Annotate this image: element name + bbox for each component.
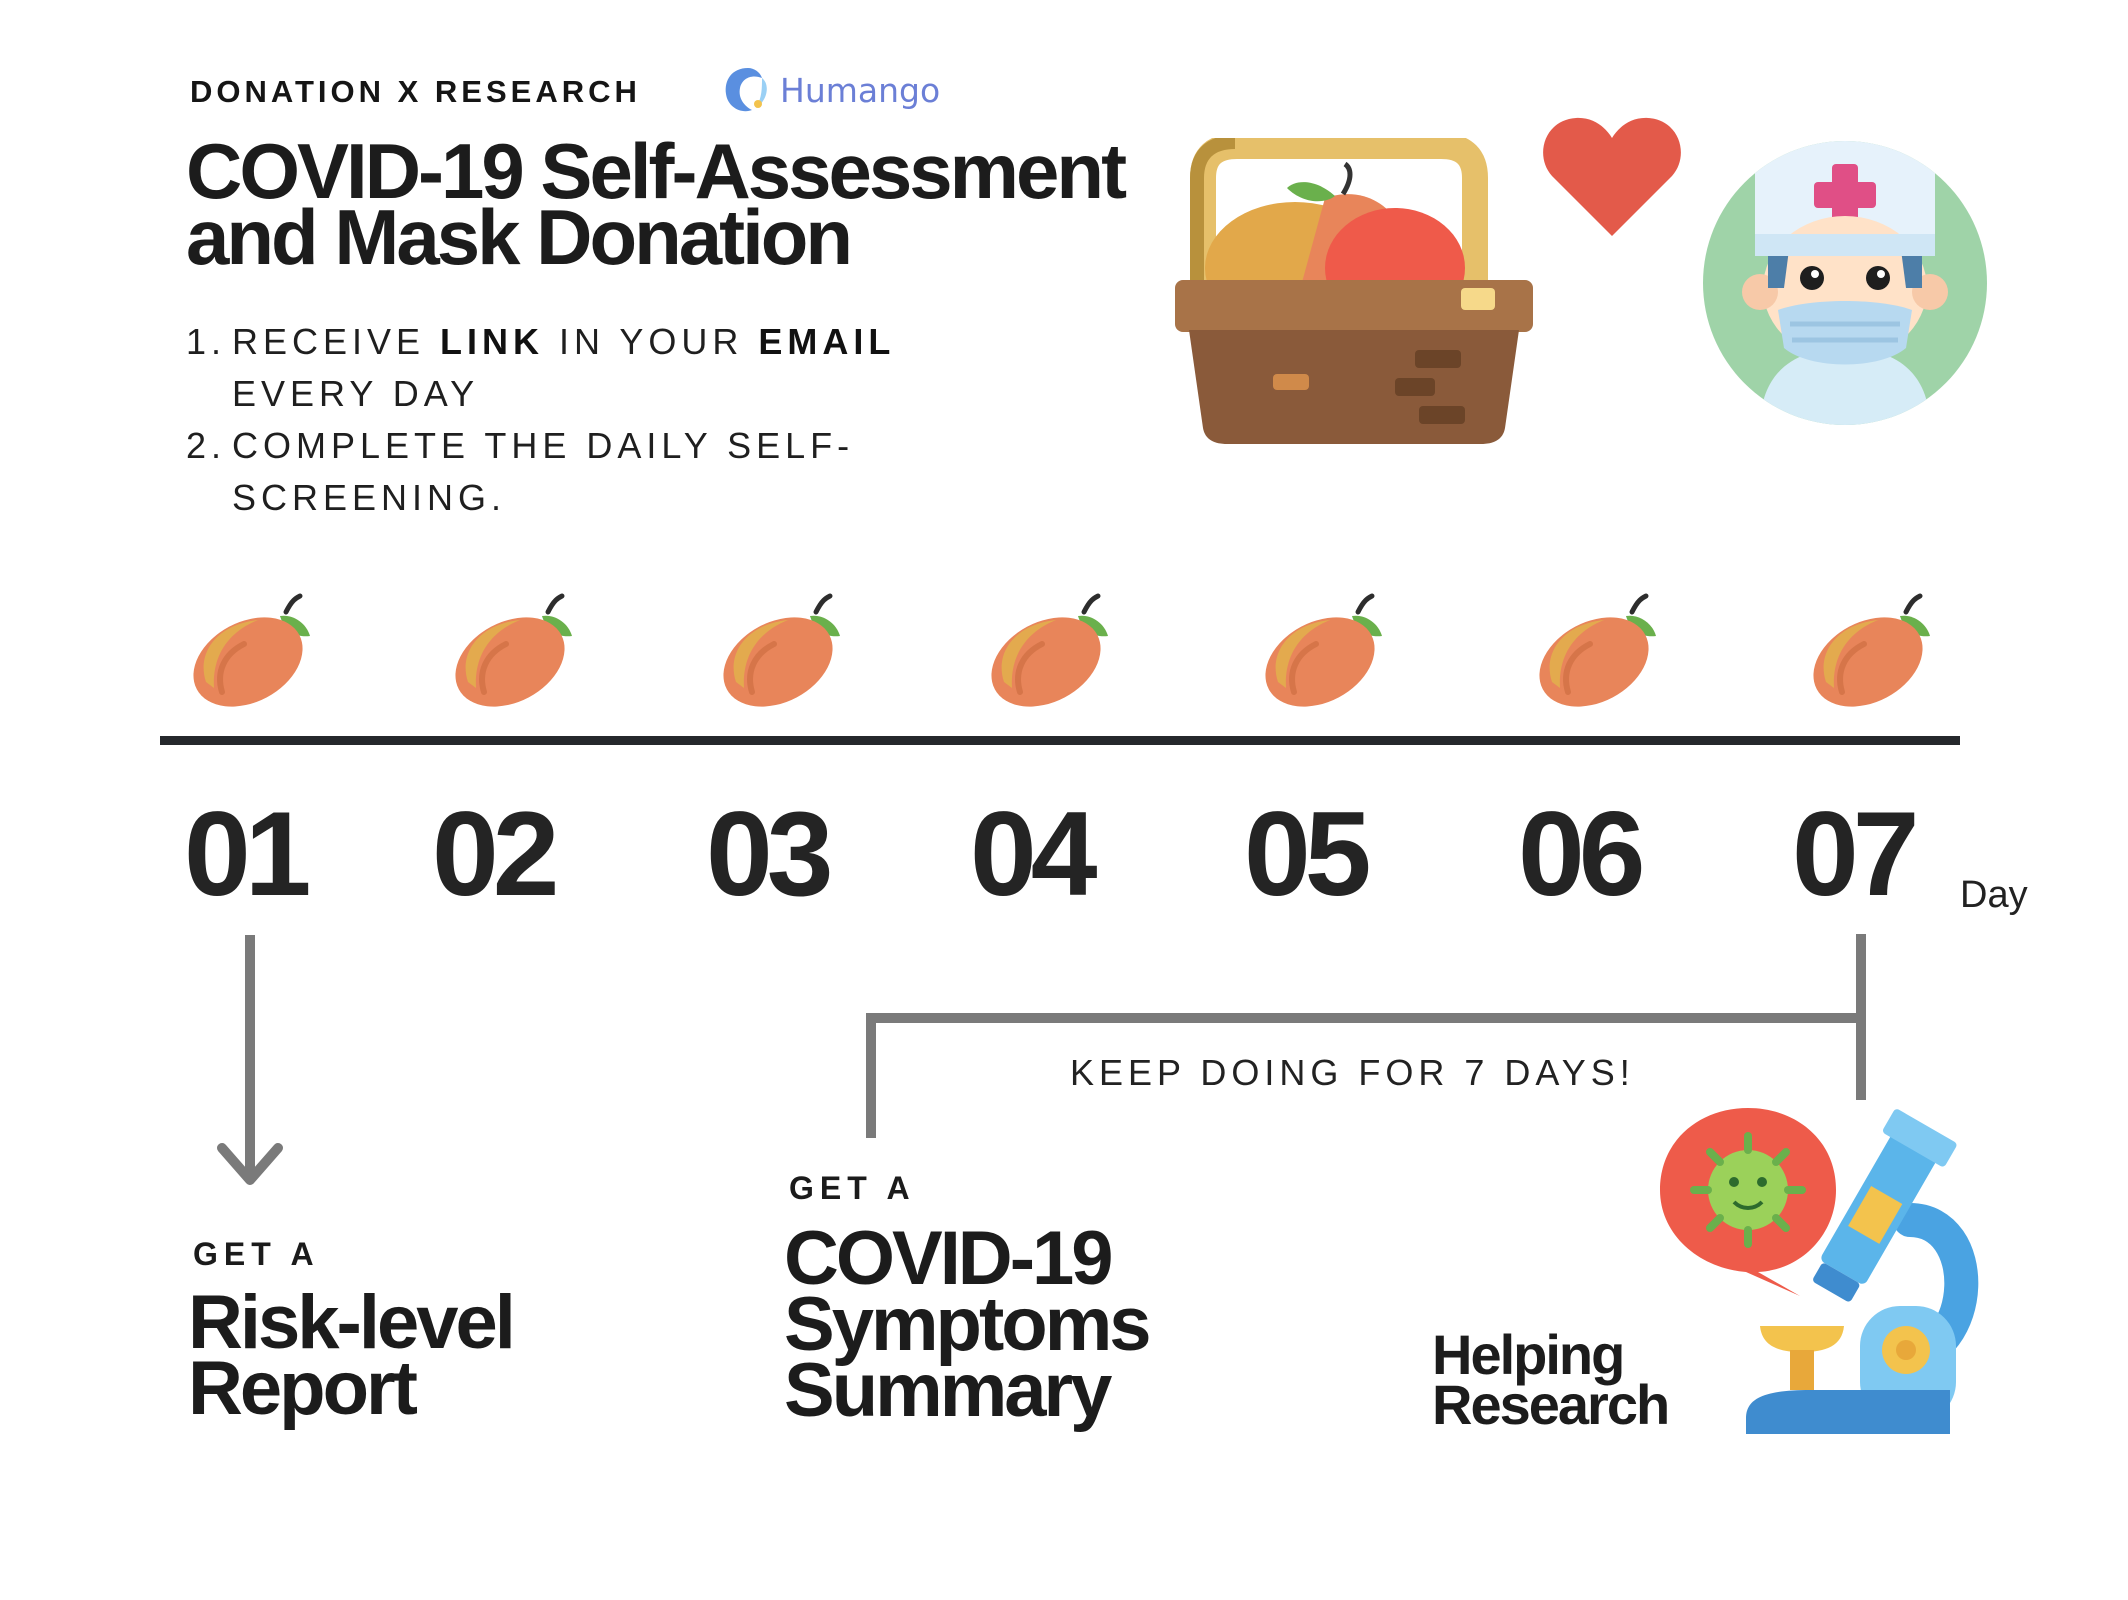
day-number: 06 [1518,787,1646,921]
mango-icon [986,592,1112,712]
bracket-label: KEEP DOING FOR 7 DAYS! [1070,1052,1635,1093]
summary-title-line: Summary [784,1348,1112,1433]
step-number: 2. [186,425,227,466]
day-unit-label: Day [1960,874,2028,916]
summary-title-line: COVID-19 [784,1216,1114,1301]
summary-title: COVID-19 Symptoms Summary [784,1216,1152,1433]
humango-logo-icon [725,68,767,112]
step-number: 1. [186,321,227,362]
brand-logo: Humango [722,58,940,122]
research-title: Helping Research [1432,1323,1670,1436]
summary-kicker: GET A [789,1170,916,1206]
step-text: EVERY DAY [232,373,480,414]
kicker: DONATION X RESEARCH [190,74,641,109]
title-line-2: and Mask Donation [186,193,853,281]
day-number: 04 [970,787,1098,921]
step-text: IN YOUR [544,321,759,362]
mango-icon [1808,592,1934,712]
doctor-mask-icon [1703,141,1987,425]
step-item: 1. RECEIVE LINK IN YOUR EMAIL EVERY DAY [186,316,986,420]
day-number: 03 [706,787,834,921]
summary-title-line: Symptoms [784,1282,1152,1367]
mango-icon [1260,592,1386,712]
timeline-line [160,736,1960,745]
day-number: 05 [1244,787,1372,921]
risk-title-line: Risk-level [188,1280,516,1365]
virus-icon [1660,1108,1836,1296]
microscope-icon [1660,1108,1979,1434]
research-title-line: Research [1432,1373,1670,1436]
step-bold-email: EMAIL [758,321,896,362]
mango-icon [1534,592,1660,712]
day-number: 07 [1792,787,1920,921]
step-text: RECEIVE [232,321,441,362]
heart-icon [1543,117,1681,236]
fruit-basket-icon [1175,138,1533,444]
steps-list: 1. RECEIVE LINK IN YOUR EMAIL EVERY DAY … [186,316,986,524]
risk-title: Risk-level Report [188,1280,516,1431]
step-bold-link: LINK [440,321,545,362]
arrow-head [217,1143,283,1185]
mango-icon [450,592,576,712]
risk-kicker: GET A [193,1236,320,1272]
mango-icon [188,592,314,712]
step-text: SCREENING. [232,477,507,518]
step-text: COMPLETE THE DAILY SELF- [232,425,855,466]
brand-name: Humango [780,70,941,110]
day-number: 02 [432,787,560,921]
page-title: COVID-19 Self-Assessment and Mask Donati… [186,127,1166,281]
research-title-line: Helping [1432,1323,1625,1386]
title-line-1: COVID-19 Self-Assessment [186,127,1127,215]
day-number: 01 [184,787,312,921]
step-item: 2. COMPLETE THE DAILY SELF- SCREENING. [186,420,986,524]
risk-title-line: Report [188,1346,418,1431]
mango-icon [718,592,844,712]
